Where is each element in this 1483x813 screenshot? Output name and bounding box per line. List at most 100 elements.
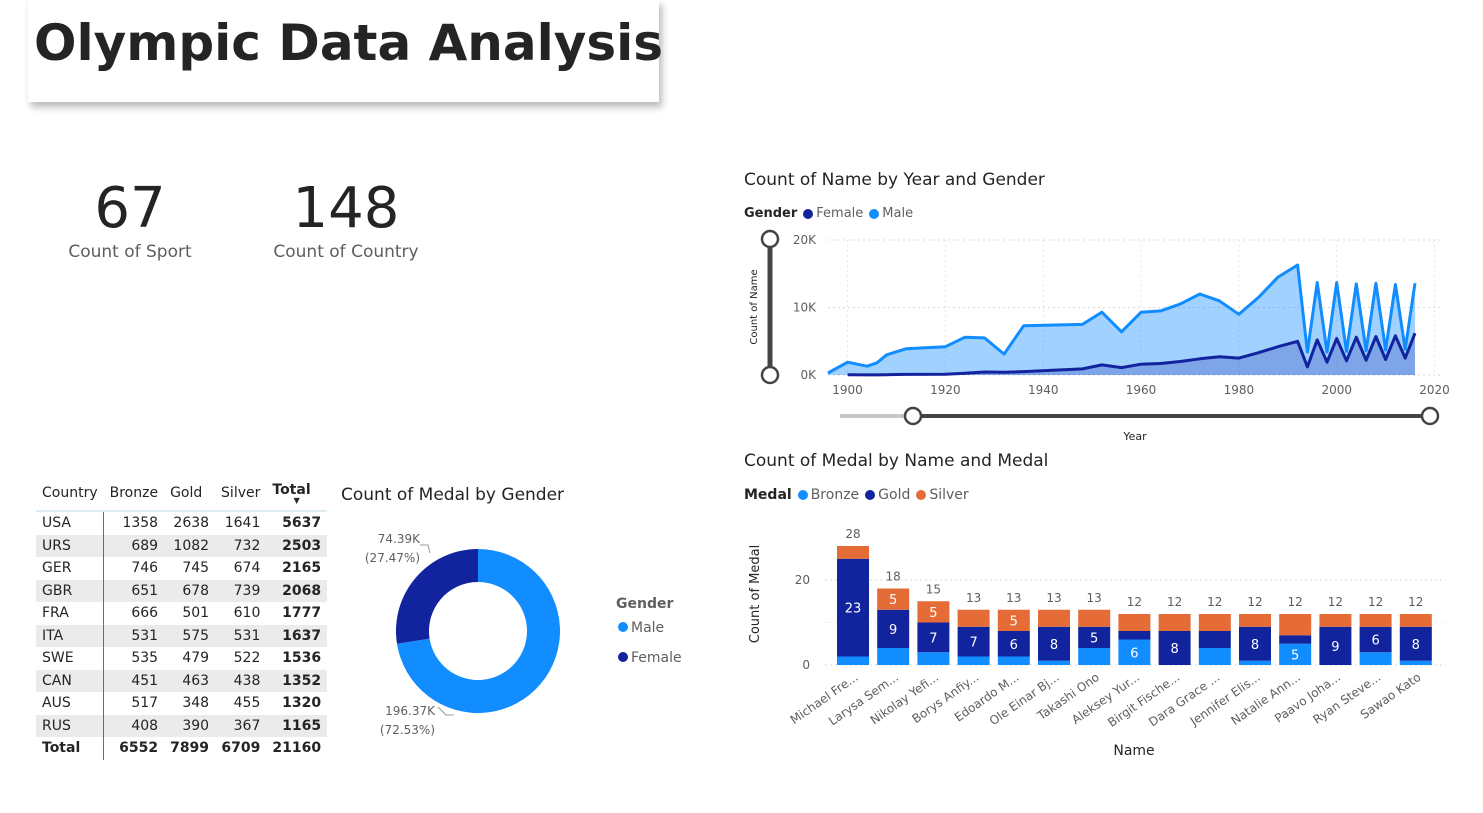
bar-segment-silver[interactable]	[1399, 614, 1432, 627]
bar-segment-bronze[interactable]	[837, 656, 869, 666]
table-row[interactable]: ITA 531 575 531 1637	[36, 624, 328, 647]
bar-segment-gold[interactable]	[1279, 635, 1312, 644]
legend-item-silver[interactable]: Silver	[916, 487, 969, 503]
bar-segment-gold[interactable]	[1038, 626, 1070, 661]
medal-matrix-table[interactable]: Country Bronze Gold Silver Total ▼ USA 13…	[36, 480, 328, 760]
bar-segment-label: 9	[889, 623, 897, 638]
legend-item-female[interactable]: Female	[803, 206, 863, 221]
bar-total-label: 18	[886, 570, 901, 584]
bar-segment-gold[interactable]	[1198, 631, 1231, 648]
col-header-country[interactable]: Country	[36, 480, 104, 512]
bar-segment-label: 5	[929, 606, 937, 621]
bar-segment-gold[interactable]	[1399, 626, 1432, 661]
bar-segment-bronze[interactable]	[1078, 648, 1111, 665]
donut-slice-male[interactable]	[396, 549, 560, 713]
bar-segment-bronze[interactable]	[917, 652, 950, 665]
table-cell: 479	[182, 650, 210, 667]
table-cell: ITA	[36, 624, 105, 647]
bar-segment-silver[interactable]	[1359, 614, 1392, 627]
bar-segment-bronze[interactable]	[957, 656, 990, 666]
col-header-silver[interactable]: Silver	[215, 480, 267, 512]
table-row[interactable]: FRA 666 501 610 1777	[36, 602, 327, 625]
series-line-female[interactable]	[847, 332, 1417, 377]
table-row[interactable]: AUS 517 348 455 1320	[36, 692, 327, 715]
bar-total-label: 13	[966, 591, 981, 605]
bar-segment-silver[interactable]	[877, 588, 910, 610]
bronze-dot-icon	[797, 490, 808, 500]
bar-segment-bronze[interactable]	[1239, 660, 1271, 665]
bar-segment-silver[interactable]	[1319, 614, 1352, 627]
donut-legend-male[interactable]: Male	[631, 620, 664, 636]
bar-segment-silver[interactable]	[837, 546, 869, 559]
table-cell: 678	[164, 579, 216, 602]
bar-segment-gold[interactable]	[1319, 626, 1352, 665]
bar-segment-gold[interactable]	[877, 609, 910, 648]
kpi-card-country[interactable]: 148 Count of Country	[262, 178, 430, 263]
bar-segment-gold[interactable]	[957, 626, 990, 657]
x-category-label: Larysa Sem...	[826, 670, 901, 728]
bar-segment-bronze[interactable]	[1038, 660, 1070, 665]
x-axis-title: Year	[1122, 430, 1147, 443]
bar-segment-gold[interactable]	[837, 558, 869, 657]
bar-segment-bronze[interactable]	[1279, 643, 1312, 665]
y-zoom-handle-bottom[interactable]	[760, 365, 780, 385]
bar-segment-gold[interactable]	[997, 631, 1030, 657]
bar-segment-silver[interactable]	[1118, 614, 1151, 631]
legend-item-gold[interactable]: Gold	[865, 487, 910, 503]
bar-segment-bronze[interactable]	[877, 648, 910, 665]
donut-chart[interactable]: 74.39K (27.47%) 196.37K (72.53%) Gender Male F…	[340, 515, 710, 750]
y-zoom-handle-top[interactable]	[760, 229, 780, 249]
kpi-card-sport[interactable]: 67 Count of Sport	[55, 178, 205, 263]
bar-segment-silver[interactable]	[1279, 614, 1312, 636]
area-chart[interactable]: 0K 10K 20K 1900 1920 1940 1960 1980 2000 2020 Coun…	[740, 225, 1460, 450]
table-row[interactable]: SWE 535 479 522 1536	[36, 647, 327, 670]
legend-item-bronze[interactable]: Bronze	[797, 487, 859, 503]
legend-item-male[interactable]: Male	[869, 206, 913, 221]
bar-segment-silver[interactable]	[957, 609, 990, 627]
table-row[interactable]: GER 746 745 674 2165	[36, 557, 327, 580]
bar-total-label: 12	[1247, 595, 1262, 609]
donut-slice-female[interactable]	[396, 549, 478, 644]
donut-chart-title: Count of Medal by Gender	[341, 485, 565, 505]
bar-segment-gold[interactable]	[1359, 626, 1392, 653]
table-row[interactable]: GBR 651 678 739 2068	[36, 579, 328, 602]
bar-segment-silver[interactable]	[1038, 609, 1070, 627]
bar-segment-gold[interactable]	[1158, 631, 1191, 665]
x-tick-label: 2020	[1419, 383, 1450, 397]
table-total-row: Total 6552 7899 6709 21160	[36, 737, 327, 760]
col-header-bronze[interactable]: Bronze	[103, 480, 165, 512]
bar-segment-gold[interactable]	[1078, 626, 1111, 648]
x-category-label: Michael Fre...	[788, 670, 861, 727]
bar-segment-label: 23	[845, 602, 862, 617]
bar-segment-label: 6	[1371, 634, 1379, 649]
series-line-male[interactable]	[827, 263, 1417, 375]
table-row[interactable]: URS 689 1082 732 2503	[36, 534, 328, 557]
bar-segment-bronze[interactable]	[997, 656, 1030, 666]
bar-segment-silver[interactable]	[917, 601, 950, 623]
table-cell: 535	[131, 650, 159, 667]
bar-segment-gold[interactable]	[1239, 626, 1271, 661]
kpi-label-country: Count of Country	[273, 242, 419, 262]
bar-segment-bronze[interactable]	[1359, 652, 1392, 665]
bar-segment-bronze[interactable]	[1198, 648, 1231, 665]
bar-chart[interactable]: 0 20 Count of Medal Name 23 28 Michael Fre... 9…	[740, 515, 1460, 765]
col-header-total[interactable]: Total ▼	[266, 480, 328, 512]
bar-segment-silver[interactable]	[1158, 614, 1191, 631]
table-row[interactable]: CAN 451 463 438 1352	[36, 669, 328, 692]
x-zoom-handle-right[interactable]	[1420, 406, 1440, 426]
bar-segment-bronze[interactable]	[1399, 660, 1432, 665]
table-row[interactable]: USA 1358 2638 1641 5637	[36, 511, 327, 535]
table-row[interactable]: RUS 408 390 367 1165	[36, 714, 328, 737]
table-cell: 2638	[173, 515, 210, 532]
col-header-gold[interactable]: Gold	[164, 480, 216, 512]
bar-segment-silver[interactable]	[1239, 614, 1271, 627]
sort-desc-icon[interactable]: ▼	[293, 496, 300, 505]
bar-segment-silver[interactable]	[1198, 614, 1231, 631]
x-zoom-handle-left[interactable]	[903, 406, 923, 426]
bar-segment-gold[interactable]	[1118, 631, 1151, 640]
donut-legend-female[interactable]: Female	[631, 650, 682, 666]
bar-segment-silver[interactable]	[997, 609, 1030, 631]
bar-segment-bronze[interactable]	[1118, 639, 1151, 666]
bar-segment-silver[interactable]	[1078, 609, 1111, 627]
bar-segment-gold[interactable]	[917, 622, 950, 653]
